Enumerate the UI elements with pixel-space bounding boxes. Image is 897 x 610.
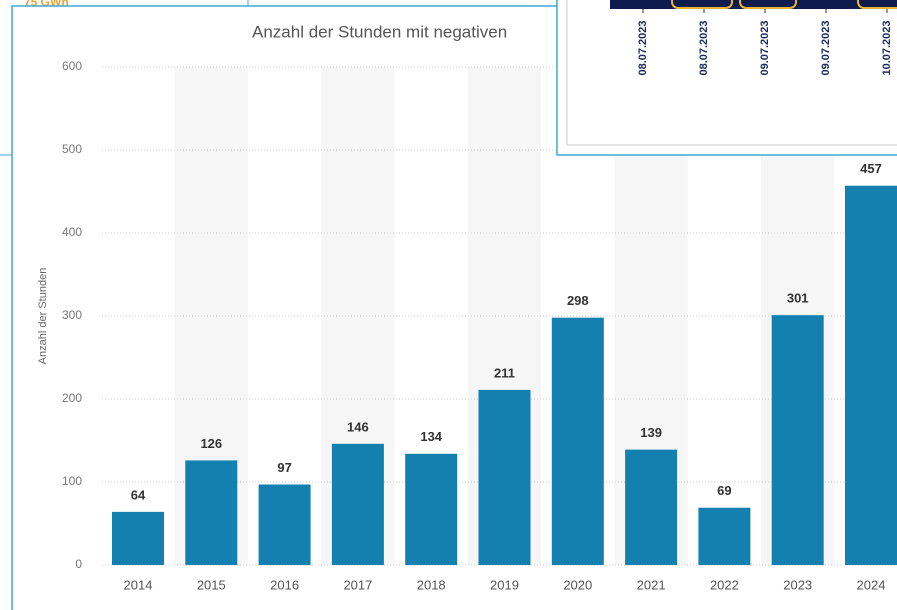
y-tick-label: 600 bbox=[62, 59, 82, 73]
value-label: 64 bbox=[131, 487, 146, 502]
x-tick-label: 2017 bbox=[343, 577, 372, 592]
value-label: 69 bbox=[717, 483, 731, 498]
bar bbox=[551, 317, 604, 565]
inset-window: 08.07.2023 08.07.2023 09.07.2023 09.07.2023… bbox=[556, 0, 897, 156]
x-tick-label: 2019 bbox=[490, 577, 519, 592]
bar bbox=[331, 443, 384, 565]
value-label: 457 bbox=[860, 161, 882, 176]
inset-shape bbox=[739, 0, 797, 9]
y-tick-label: 100 bbox=[62, 474, 82, 488]
inset-strip bbox=[610, 0, 897, 9]
value-label: 139 bbox=[640, 425, 662, 440]
x-tick-label: 2016 bbox=[270, 577, 299, 592]
bar bbox=[405, 453, 458, 565]
bar bbox=[845, 185, 897, 565]
value-label: 211 bbox=[494, 365, 515, 380]
y-tick-label: 0 bbox=[75, 557, 82, 571]
y-tick-label: 200 bbox=[62, 391, 82, 405]
top-fragment: 75 GWh bbox=[24, 0, 69, 9]
value-label: 97 bbox=[277, 460, 291, 475]
y-tick-label: 300 bbox=[62, 308, 82, 322]
x-tick-label: 2020 bbox=[563, 577, 592, 592]
value-label: 298 bbox=[567, 293, 589, 308]
x-tick-label: 2024 bbox=[857, 577, 886, 592]
inset-date-label: 09.07.2023 bbox=[759, 20, 771, 75]
inset-frame bbox=[556, 0, 897, 156]
bar bbox=[625, 449, 678, 565]
inset-shape bbox=[857, 0, 897, 9]
x-tick-label: 2021 bbox=[637, 577, 666, 592]
bar bbox=[771, 315, 824, 565]
bar bbox=[112, 511, 164, 565]
x-tick-label: 2015 bbox=[197, 577, 226, 592]
y-tick-label: 500 bbox=[62, 142, 82, 156]
plot: 0 100 200 300 400 500 600 2014 64 2015 126 2016 97 20… bbox=[62, 59, 897, 592]
chart-title: Anzahl der Stunden mit negativen bbox=[252, 22, 507, 41]
bar bbox=[698, 507, 751, 565]
inset-date-label: 08.07.2023 bbox=[637, 20, 649, 75]
inset-date-label: 08.07.2023 bbox=[698, 20, 710, 75]
value-label: 301 bbox=[787, 291, 809, 306]
bar bbox=[258, 484, 311, 565]
inset-shape bbox=[671, 0, 733, 9]
x-tick-label: 2018 bbox=[417, 577, 446, 592]
bar bbox=[185, 460, 238, 565]
bar bbox=[478, 389, 531, 565]
y-tick-label: 400 bbox=[62, 225, 82, 239]
x-tick-label: 2014 bbox=[124, 577, 153, 592]
value-label: 126 bbox=[200, 436, 222, 451]
x-tick-label: 2022 bbox=[710, 577, 739, 592]
y-axis-label: Anzahl der Stunden bbox=[37, 268, 49, 365]
inset-date-label: 10.07.2023 bbox=[881, 20, 893, 75]
value-label: 134 bbox=[420, 429, 442, 444]
value-label: 146 bbox=[347, 419, 369, 434]
x-tick-label: 2023 bbox=[783, 577, 812, 592]
inset-date-label: 09.07.2023 bbox=[820, 20, 832, 75]
